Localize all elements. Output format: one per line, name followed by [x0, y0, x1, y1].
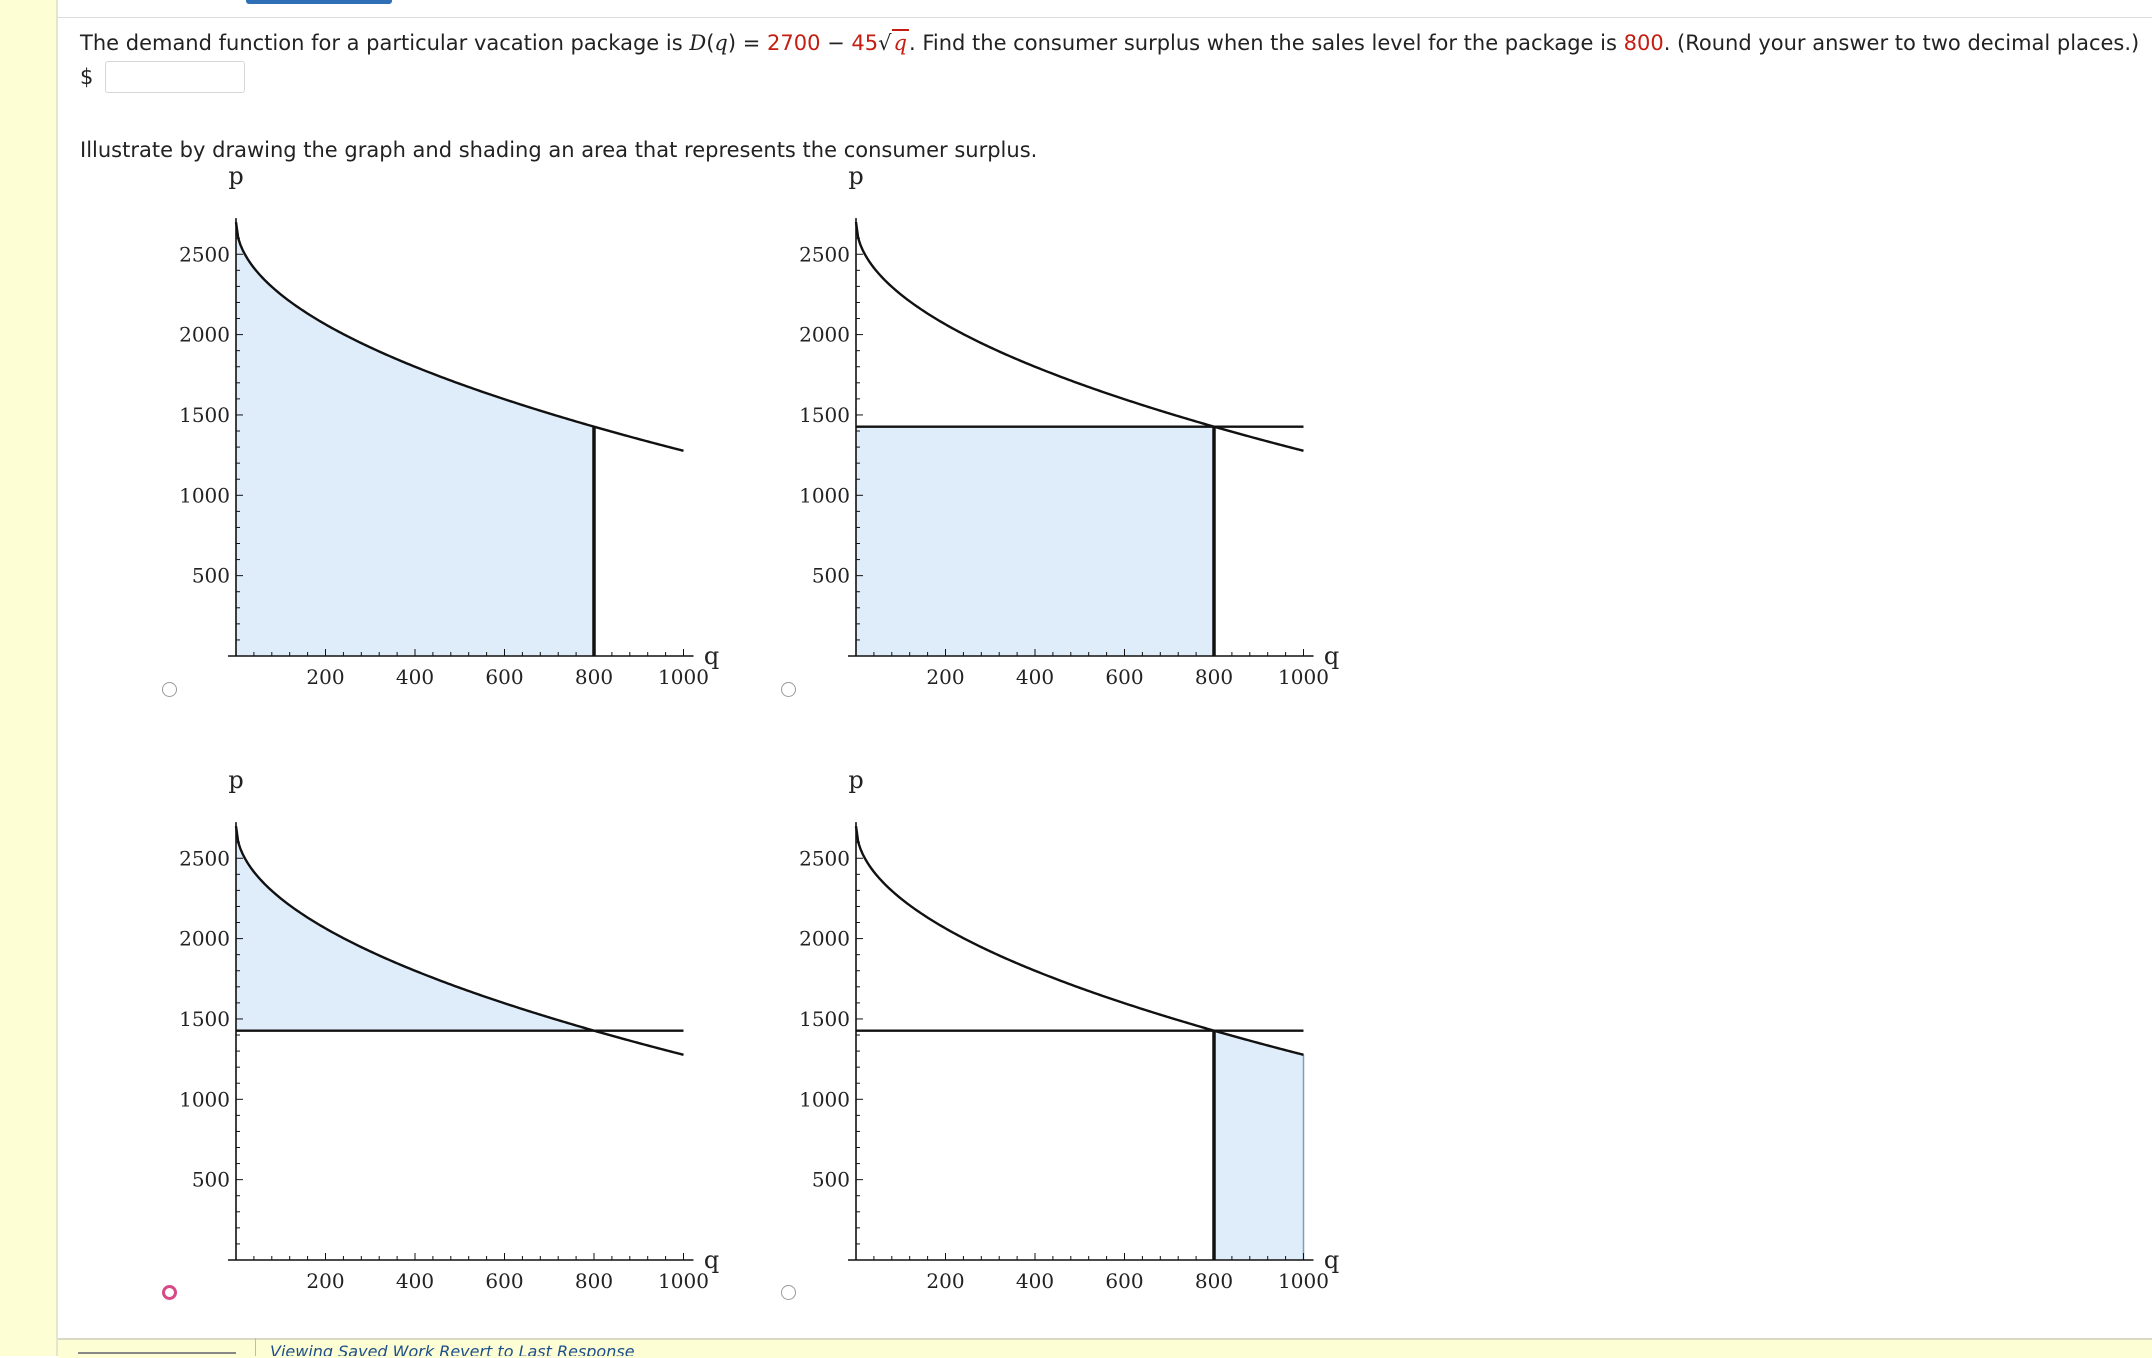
option-b-radio[interactable]: [781, 682, 796, 697]
sqrt-expression: √q: [878, 22, 909, 64]
x-tick-label: 200: [306, 1269, 344, 1293]
y-axis-label: p: [848, 766, 863, 794]
x-tick-label: 600: [485, 1269, 523, 1293]
x-tick-label: 400: [396, 1269, 434, 1293]
left-sidebar-strip: [0, 0, 58, 1356]
y-tick-label: 2000: [799, 927, 850, 951]
x-tick-label: 400: [396, 665, 434, 689]
question-suffix: . (Round your answer to two decimal plac…: [1663, 31, 2140, 55]
x-tick-label: 1000: [1278, 1269, 1329, 1293]
sqrt-argument: q: [891, 29, 909, 55]
y-tick-label: 2000: [799, 323, 850, 347]
option-a-radio[interactable]: [162, 682, 177, 697]
x-axis-label: q: [1324, 1246, 1339, 1274]
currency-symbol: $: [80, 65, 94, 89]
y-tick-label: 2000: [179, 323, 230, 347]
question-prefix: The demand function for a particular vac…: [80, 31, 690, 55]
x-tick-label: 400: [1016, 1269, 1054, 1293]
demand-curve: [854, 221, 1304, 452]
shaded-region: [236, 826, 594, 1031]
x-axis-label: q: [704, 642, 719, 670]
demand-coefficient: 45: [851, 31, 879, 55]
option-c-radio[interactable]: [162, 1285, 177, 1300]
y-tick-label: 1500: [179, 1007, 230, 1031]
x-tick-label: 1000: [658, 665, 709, 689]
function-arg: q: [714, 31, 728, 55]
x-tick-label: 400: [1016, 665, 1054, 689]
y-tick-label: 500: [812, 564, 850, 588]
equals-sign: =: [736, 31, 767, 55]
y-tick-label: 500: [192, 564, 230, 588]
x-axis-label: q: [704, 1246, 719, 1274]
y-tick-label: 1000: [179, 483, 230, 507]
x-tick-label: 800: [1195, 665, 1233, 689]
demand-curve: [234, 221, 684, 452]
top-divider: [58, 17, 2152, 18]
option-c-chart: 200 400 600 800 1000 500 1000 1500 2000 2500 q p: [179, 766, 719, 1293]
y-tick-label: 500: [192, 1168, 230, 1192]
demand-curve: [854, 825, 1304, 1056]
bottom-button[interactable]: [78, 1352, 236, 1354]
x-tick-label: 1000: [658, 1269, 709, 1293]
y-tick-label: 1000: [799, 1087, 850, 1111]
sales-level-value: 800: [1623, 31, 1664, 55]
x-tick-label: 600: [485, 665, 523, 689]
y-axis-label: p: [848, 162, 863, 190]
shaded-region: [236, 222, 594, 657]
y-tick-label: 1500: [179, 403, 230, 427]
x-tick-label: 200: [926, 665, 964, 689]
sqrt-icon: √: [878, 31, 892, 55]
x-tick-label: 800: [575, 665, 613, 689]
x-tick-label: 800: [575, 1269, 613, 1293]
x-tick-label: 1000: [1278, 665, 1329, 689]
y-tick-label: 1500: [799, 1007, 850, 1031]
x-tick-label: 600: [1105, 1269, 1143, 1293]
demand-constant: 2700: [767, 31, 821, 55]
y-tick-label: 2500: [799, 846, 850, 870]
x-tick-label: 600: [1105, 665, 1143, 689]
shaded-region: [856, 426, 1214, 656]
saved-work-link[interactable]: Viewing Saved Work Revert to Last Respon…: [255, 1338, 649, 1356]
question-middle: . Find the consumer surplus when the sal…: [908, 31, 1624, 55]
y-tick-label: 2500: [799, 242, 850, 266]
x-tick-label: 200: [306, 665, 344, 689]
x-axis-label: q: [1324, 642, 1339, 670]
shaded-region: [1214, 1030, 1304, 1260]
question-content: The demand function for a particular vac…: [80, 22, 2139, 162]
answer-input[interactable]: [105, 61, 246, 93]
x-tick-label: 800: [1195, 1269, 1233, 1293]
illustrate-instruction: Illustrate by drawing the graph and shad…: [80, 138, 1038, 162]
option-d-chart: 200 400 600 800 1000 500 1000 1500 2000 2500 q p: [799, 766, 1339, 1293]
function-name: D: [689, 31, 707, 55]
y-tick-label: 2000: [179, 927, 230, 951]
answer-row: $: [80, 60, 2122, 94]
y-axis-label: p: [228, 766, 243, 794]
y-tick-label: 1000: [179, 1087, 230, 1111]
y-tick-label: 1000: [799, 483, 850, 507]
minus-sign: −: [820, 31, 852, 55]
demand-curve: [234, 825, 684, 1056]
bottom-status-bar: [58, 1338, 2152, 1358]
y-tick-label: 2500: [179, 242, 230, 266]
option-d-radio[interactable]: [781, 1285, 796, 1300]
question-text: The demand function for a particular vac…: [80, 22, 2139, 64]
y-tick-label: 1500: [799, 403, 850, 427]
y-axis-label: p: [228, 162, 243, 190]
y-tick-label: 500: [812, 1168, 850, 1192]
option-a-chart: 200 400 600 800 1000 500 1000 1500 2000 2500 q p: [179, 162, 719, 689]
top-tab-indicator[interactable]: [246, 0, 392, 4]
option-b-chart: 200 400 600 800 1000 500 1000 1500 2000 2500 q p: [799, 162, 1339, 689]
x-tick-label: 200: [926, 1269, 964, 1293]
y-tick-label: 2500: [179, 846, 230, 870]
